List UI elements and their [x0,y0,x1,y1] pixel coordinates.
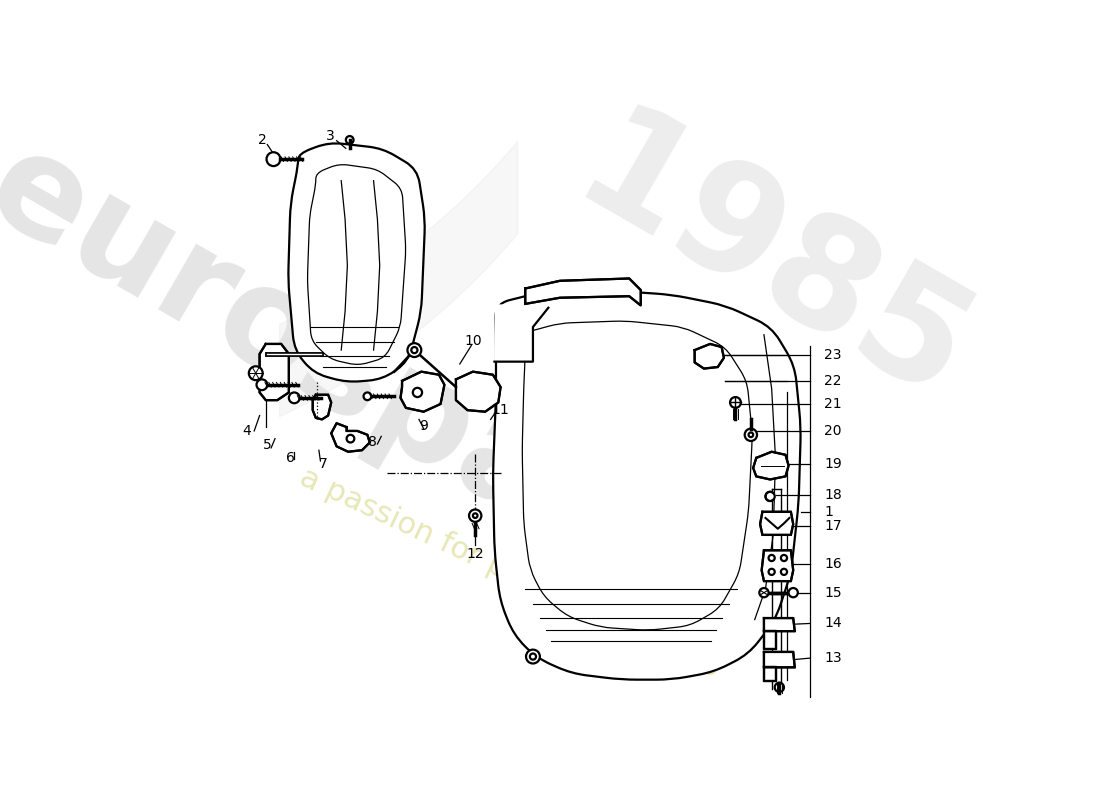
Polygon shape [754,452,789,479]
Circle shape [411,347,418,353]
Polygon shape [331,423,370,452]
Polygon shape [763,618,794,631]
Circle shape [789,588,797,598]
Polygon shape [763,631,776,649]
Text: 19: 19 [824,457,842,471]
Text: 1985: 1985 [550,94,993,436]
Circle shape [781,555,788,561]
Circle shape [781,569,788,575]
Circle shape [766,492,774,501]
Polygon shape [761,550,793,581]
Circle shape [769,555,774,561]
Circle shape [256,379,267,390]
Circle shape [730,397,741,408]
Text: 15: 15 [824,586,842,600]
Circle shape [749,433,754,437]
Circle shape [345,136,353,144]
PathPatch shape [288,143,425,382]
Polygon shape [260,344,289,400]
Text: 10: 10 [464,334,482,348]
Circle shape [774,682,784,692]
Text: 8: 8 [368,435,377,450]
Polygon shape [495,304,548,362]
Text: 16: 16 [824,557,842,571]
Text: 20: 20 [824,424,842,438]
Circle shape [407,343,421,357]
Circle shape [469,510,482,522]
Text: a passion for parts since 1985: a passion for parts since 1985 [295,463,725,684]
Circle shape [526,650,540,663]
Polygon shape [763,652,794,667]
Polygon shape [455,372,500,412]
Text: 6: 6 [286,451,295,465]
Text: 3: 3 [326,129,334,143]
Circle shape [412,388,422,397]
Circle shape [769,569,774,575]
Polygon shape [763,667,776,682]
Circle shape [249,366,263,380]
Text: 23: 23 [824,348,842,362]
Text: 14: 14 [824,617,842,630]
Text: 22: 22 [824,374,842,388]
PathPatch shape [493,290,801,680]
Circle shape [759,588,769,598]
Circle shape [473,514,477,518]
Text: 13: 13 [824,651,842,665]
Polygon shape [526,278,640,306]
Polygon shape [760,512,793,535]
Text: eurospares: eurospares [0,118,793,674]
Circle shape [745,429,757,441]
Text: 4: 4 [242,424,251,438]
Polygon shape [400,372,444,412]
Circle shape [363,393,372,400]
Text: 7: 7 [319,457,328,471]
Text: 2: 2 [257,133,266,147]
Text: 11: 11 [492,403,509,417]
Text: 12: 12 [466,547,484,561]
Text: 17: 17 [824,518,842,533]
Text: 18: 18 [824,488,842,502]
Polygon shape [695,344,724,369]
Polygon shape [312,394,331,419]
Text: 9: 9 [419,418,428,433]
Text: 21: 21 [824,397,842,411]
Circle shape [289,393,299,403]
Text: 5: 5 [263,438,272,452]
Circle shape [530,654,536,660]
Text: 1: 1 [824,505,833,519]
Circle shape [266,152,280,166]
Circle shape [346,434,354,442]
